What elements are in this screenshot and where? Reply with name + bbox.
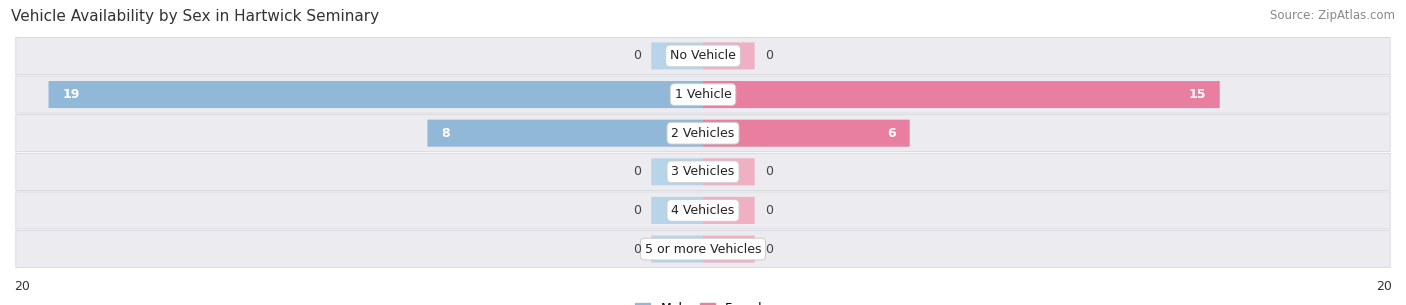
Text: 20: 20 (1376, 280, 1392, 293)
Text: 0: 0 (765, 165, 773, 178)
FancyBboxPatch shape (15, 76, 1391, 113)
FancyBboxPatch shape (15, 38, 1391, 74)
FancyBboxPatch shape (703, 197, 755, 224)
Text: 2 Vehicles: 2 Vehicles (672, 127, 734, 140)
FancyBboxPatch shape (651, 197, 703, 224)
Text: 1 Vehicle: 1 Vehicle (675, 88, 731, 101)
FancyBboxPatch shape (703, 235, 755, 263)
Text: 0: 0 (633, 49, 641, 63)
FancyBboxPatch shape (15, 153, 1391, 190)
FancyBboxPatch shape (651, 42, 703, 70)
FancyBboxPatch shape (15, 231, 1391, 267)
FancyBboxPatch shape (15, 192, 1391, 229)
Text: 3 Vehicles: 3 Vehicles (672, 165, 734, 178)
Legend: Male, Female: Male, Female (630, 297, 776, 305)
FancyBboxPatch shape (703, 42, 755, 70)
Text: 15: 15 (1188, 88, 1206, 101)
Text: 0: 0 (633, 165, 641, 178)
Text: 5 or more Vehicles: 5 or more Vehicles (645, 242, 761, 256)
Text: 4 Vehicles: 4 Vehicles (672, 204, 734, 217)
Text: 20: 20 (14, 280, 30, 293)
Text: Source: ZipAtlas.com: Source: ZipAtlas.com (1270, 9, 1395, 22)
FancyBboxPatch shape (703, 158, 755, 185)
FancyBboxPatch shape (703, 81, 1219, 108)
Text: 0: 0 (633, 242, 641, 256)
Text: 0: 0 (765, 49, 773, 63)
FancyBboxPatch shape (15, 115, 1391, 152)
FancyBboxPatch shape (651, 235, 703, 263)
Text: 0: 0 (765, 242, 773, 256)
FancyBboxPatch shape (703, 120, 910, 147)
Text: 8: 8 (441, 127, 450, 140)
Text: Vehicle Availability by Sex in Hartwick Seminary: Vehicle Availability by Sex in Hartwick … (11, 9, 380, 24)
FancyBboxPatch shape (48, 81, 703, 108)
Text: 0: 0 (633, 204, 641, 217)
FancyBboxPatch shape (427, 120, 703, 147)
Text: 6: 6 (887, 127, 896, 140)
FancyBboxPatch shape (651, 158, 703, 185)
Text: No Vehicle: No Vehicle (671, 49, 735, 63)
Text: 0: 0 (765, 204, 773, 217)
Text: 19: 19 (62, 88, 80, 101)
